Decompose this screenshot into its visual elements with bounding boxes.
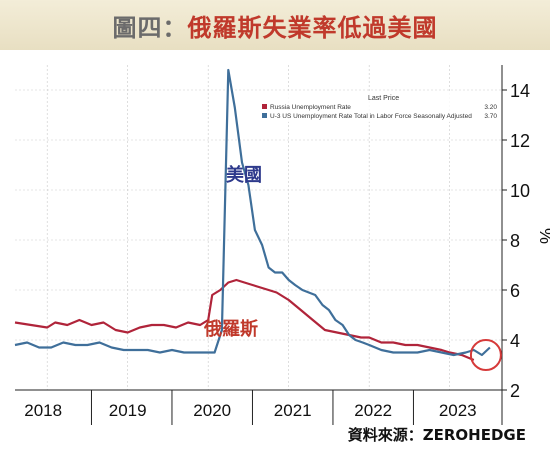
figure-number: 圖四： xyxy=(112,13,188,42)
legend-label-russia: Russia Unemployment Rate xyxy=(270,104,351,111)
y-axis: 2 4 6 8 10 12 14 xyxy=(502,81,530,401)
legend-swatch-russia xyxy=(262,104,267,109)
legend-box xyxy=(258,92,498,122)
x-tick-label: 2022 xyxy=(354,401,392,420)
x-tick-label: 2018 xyxy=(24,401,62,420)
series-line-us xyxy=(14,68,491,357)
x-tick-label: 2023 xyxy=(439,401,477,420)
source-credit: 資料來源：ZEROHEDGE xyxy=(347,426,526,444)
y-tick-label: 10 xyxy=(510,181,530,201)
latest-value-highlight xyxy=(469,339,502,371)
y-tick-label: 14 xyxy=(510,81,530,101)
legend-swatch-us xyxy=(262,113,267,118)
y-tick-label: 2 xyxy=(510,381,520,401)
series-layer xyxy=(14,68,491,362)
gridlines xyxy=(15,65,502,390)
annotation-russia: 俄羅斯 xyxy=(203,318,258,339)
legend-value-us: 3.70 xyxy=(484,113,497,120)
legend-value-russia: 3.20 xyxy=(484,104,497,111)
title-bar: 圖四： 俄羅斯失業率低過美國 xyxy=(0,0,550,50)
legend-header: Last Price xyxy=(368,95,399,102)
series-line-russia xyxy=(14,278,475,362)
plot-border xyxy=(15,65,503,425)
x-tick-label: 2021 xyxy=(274,401,312,420)
y-tick-label: 8 xyxy=(510,231,520,251)
y-tick-label: 6 xyxy=(510,281,520,301)
y-tick-label: 12 xyxy=(510,131,530,151)
y-axis-label: % xyxy=(536,228,550,244)
legend: Last Price Russia Unemployment Rate 3.20… xyxy=(258,92,498,122)
annotation-us: 美國 xyxy=(226,164,262,185)
x-axis: 2018 2019 2020 2021 2022 2023 xyxy=(24,390,477,425)
x-tick-label: 2019 xyxy=(109,401,147,420)
x-tick-label: 2020 xyxy=(193,401,231,420)
chart-title: 俄羅斯失業率低過美國 xyxy=(187,13,438,42)
y-tick-label: 4 xyxy=(510,331,520,351)
legend-label-us: U-3 US Unemployment Rate Total in Labor … xyxy=(270,113,472,120)
